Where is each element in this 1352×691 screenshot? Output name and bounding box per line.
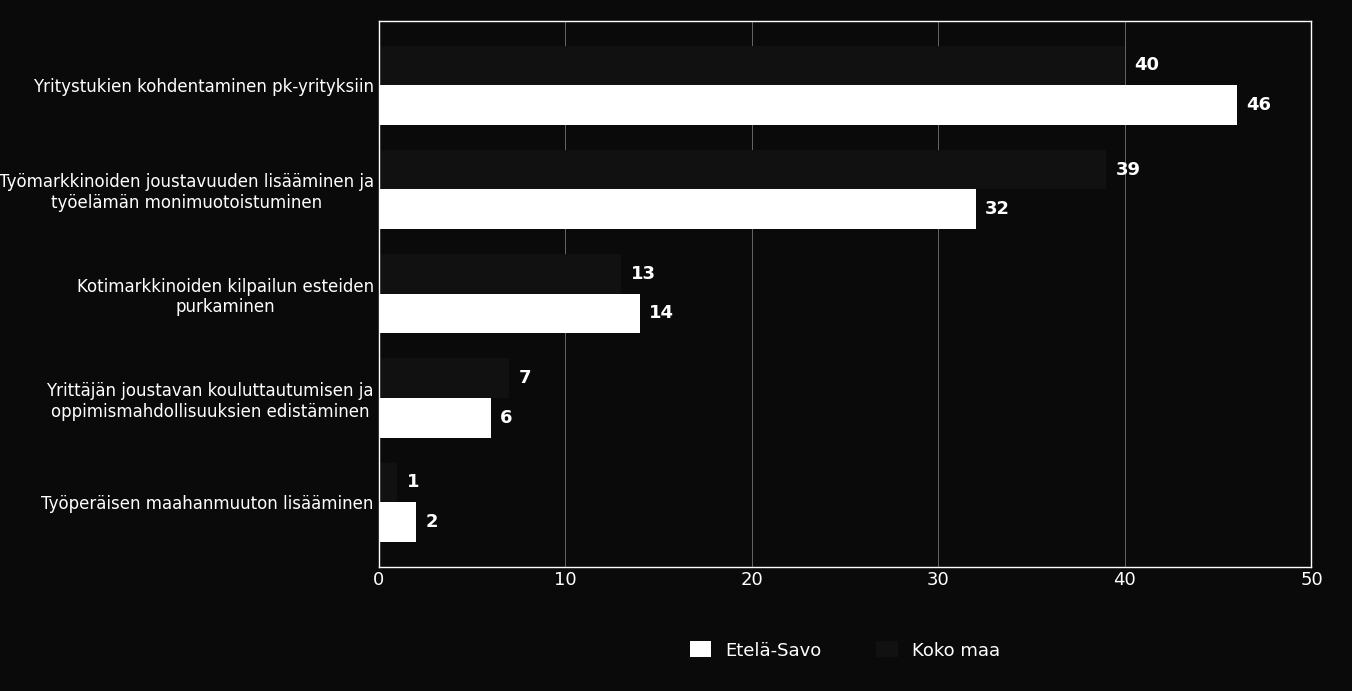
Text: 40: 40 — [1134, 57, 1159, 75]
Bar — [379, 398, 491, 437]
Bar — [379, 462, 397, 502]
Text: 7: 7 — [519, 369, 531, 387]
Text: 2: 2 — [426, 513, 438, 531]
Text: 39: 39 — [1115, 160, 1141, 178]
Text: 46: 46 — [1247, 96, 1271, 114]
Bar — [379, 294, 639, 333]
Text: 6: 6 — [500, 409, 512, 427]
Legend: Etelä-Savo, Koko maa: Etelä-Savo, Koko maa — [683, 634, 1007, 667]
Bar — [379, 46, 1125, 85]
Bar — [379, 359, 510, 398]
Text: 1: 1 — [407, 473, 419, 491]
Text: 13: 13 — [630, 265, 656, 283]
Text: 32: 32 — [984, 200, 1010, 218]
Bar — [379, 189, 976, 229]
Bar — [379, 85, 1237, 125]
Bar — [379, 502, 416, 542]
Bar — [379, 150, 1106, 189]
Bar — [379, 254, 621, 294]
Text: 14: 14 — [649, 305, 675, 323]
